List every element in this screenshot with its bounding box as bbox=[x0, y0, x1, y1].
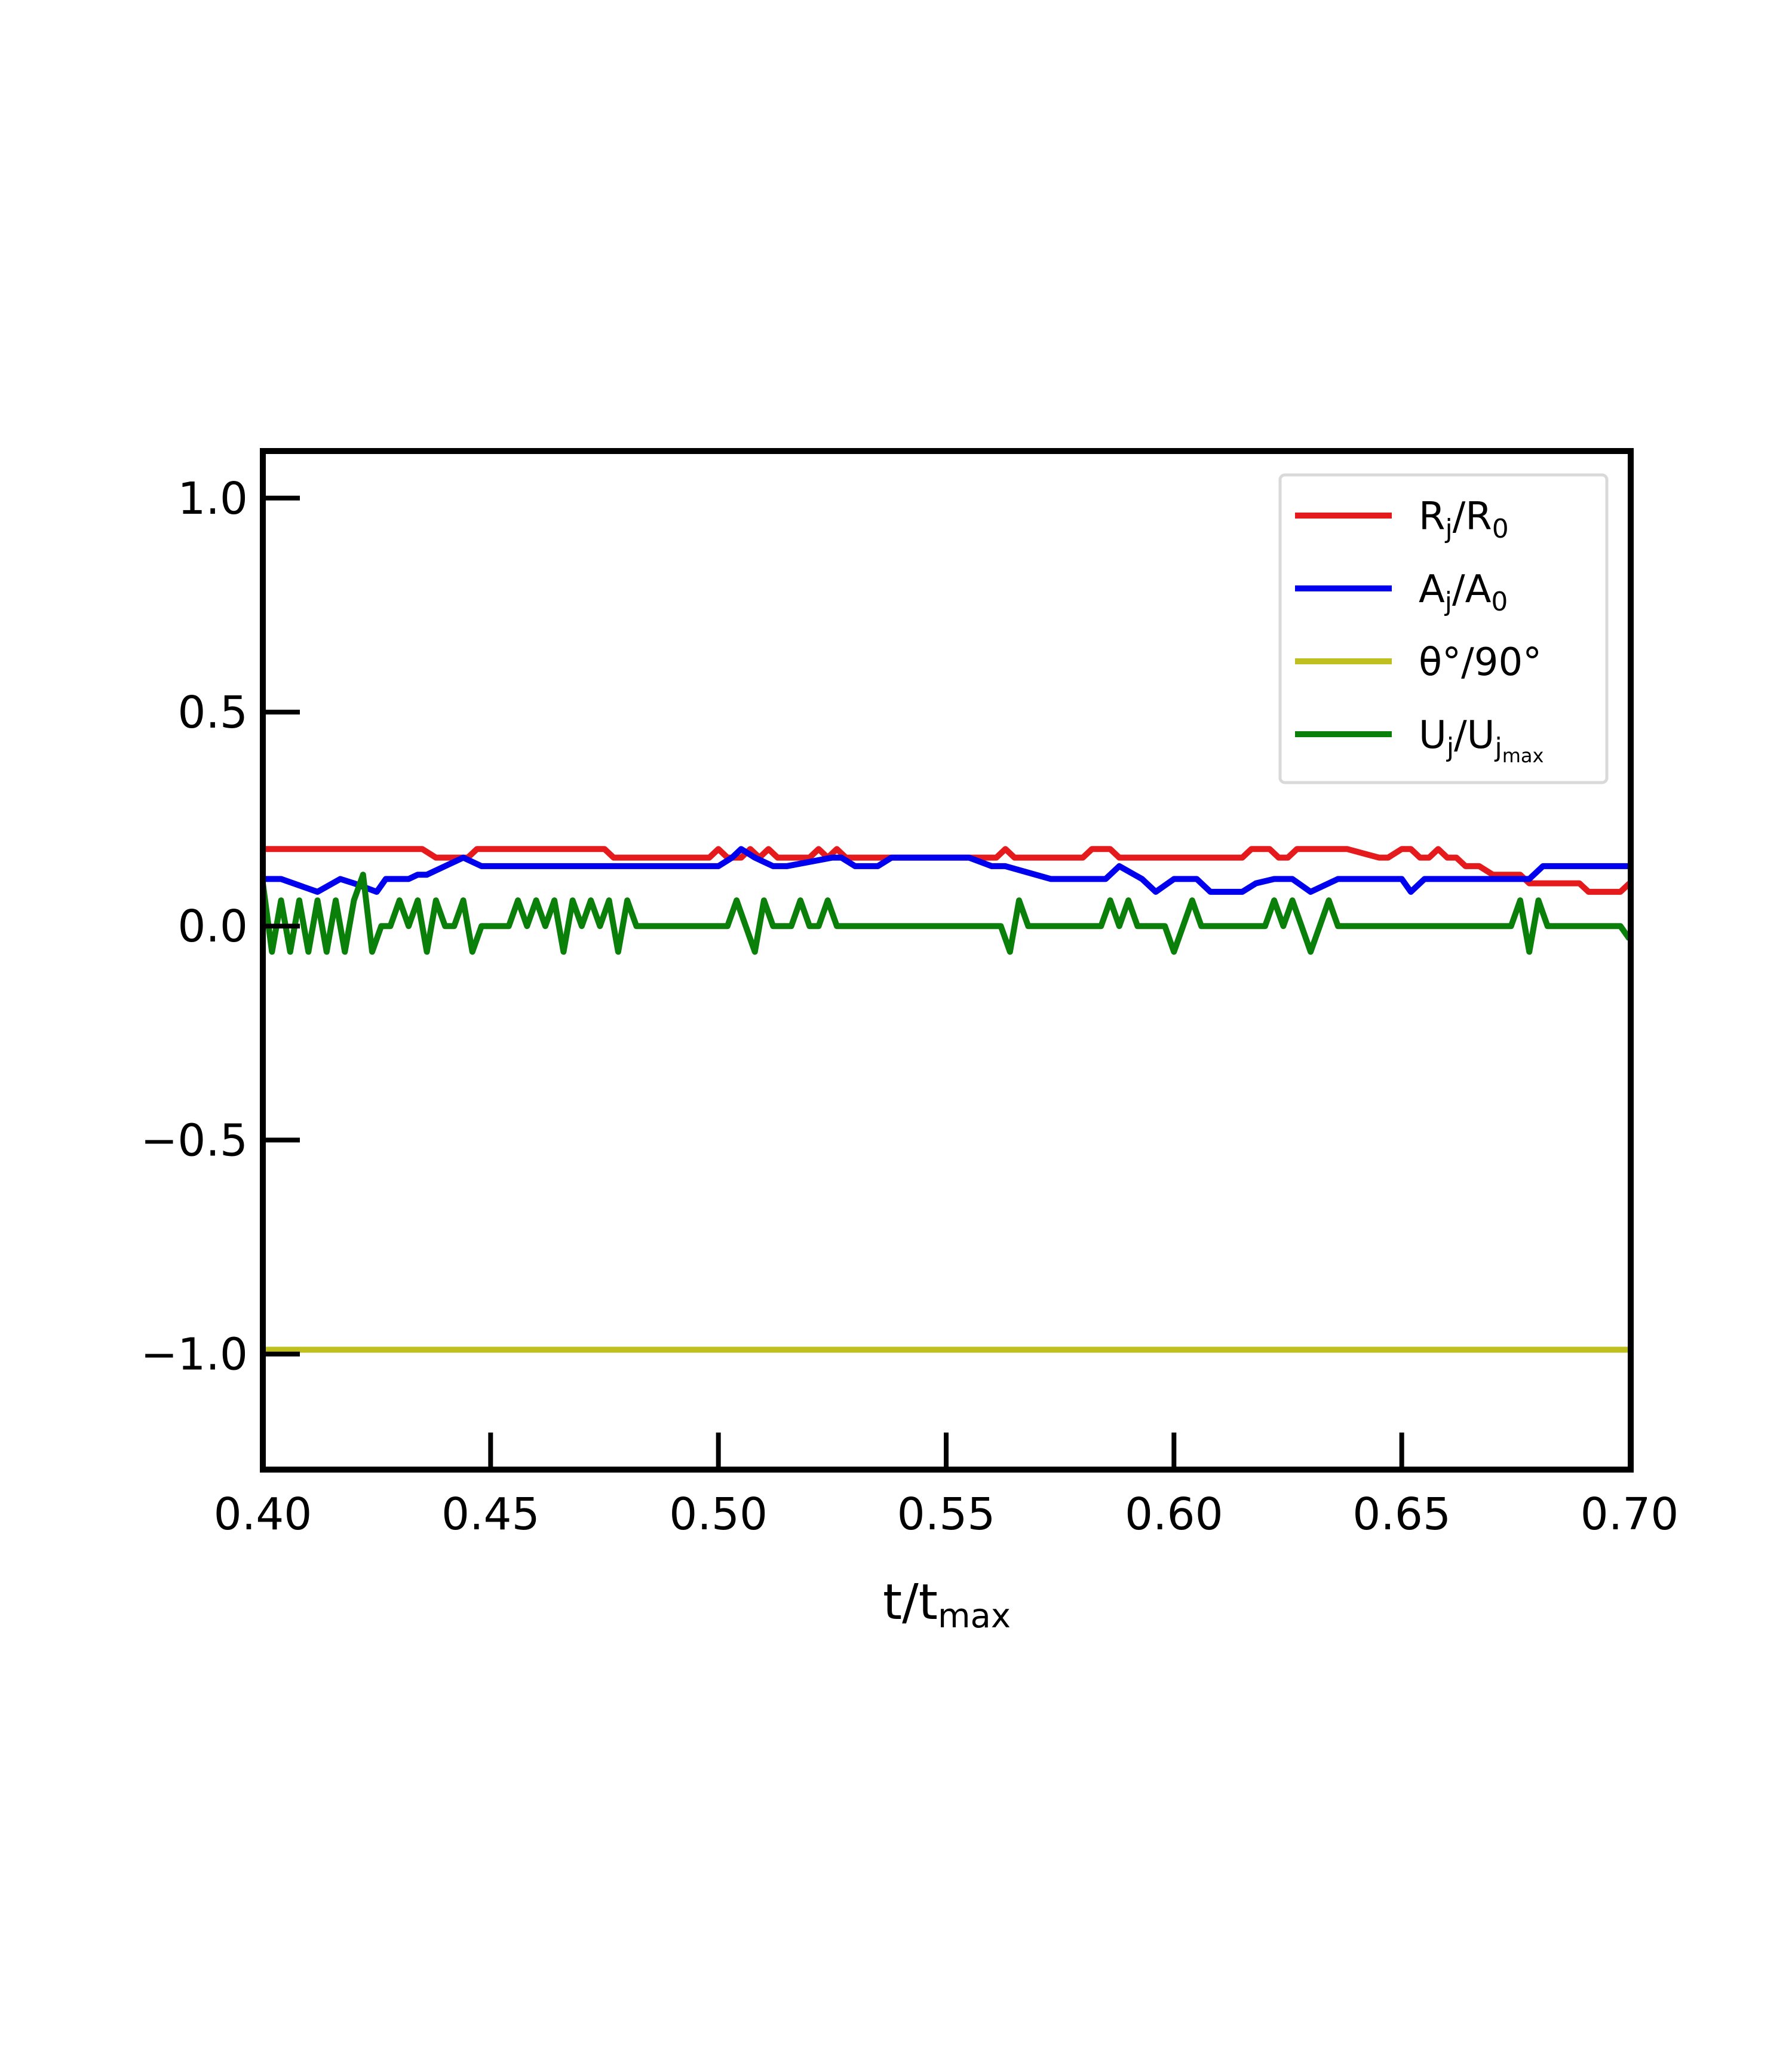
y-tick-label: 1.0 bbox=[177, 473, 248, 525]
x-tick-label: 0.40 bbox=[214, 1489, 312, 1540]
y-tick-label: 0.5 bbox=[177, 687, 248, 738]
x-tick-label: 0.55 bbox=[897, 1489, 996, 1540]
x-tick-label: 0.70 bbox=[1581, 1489, 1679, 1540]
x-axis-label: t/tmax bbox=[883, 1574, 1011, 1636]
y-tick-label: −1.0 bbox=[140, 1329, 248, 1381]
series-line-4 bbox=[263, 875, 1630, 952]
x-tick-label: 0.60 bbox=[1125, 1489, 1223, 1540]
x-tick-label: 0.50 bbox=[669, 1489, 768, 1540]
series-layer bbox=[263, 849, 1630, 1350]
legend-label-3: θ°/90° bbox=[1419, 640, 1542, 685]
x-tick-label: 0.45 bbox=[441, 1489, 540, 1540]
y-tick-label: −0.5 bbox=[140, 1115, 248, 1166]
y-tick-label: 0.0 bbox=[177, 901, 248, 952]
x-tick-label: 0.65 bbox=[1352, 1489, 1451, 1540]
